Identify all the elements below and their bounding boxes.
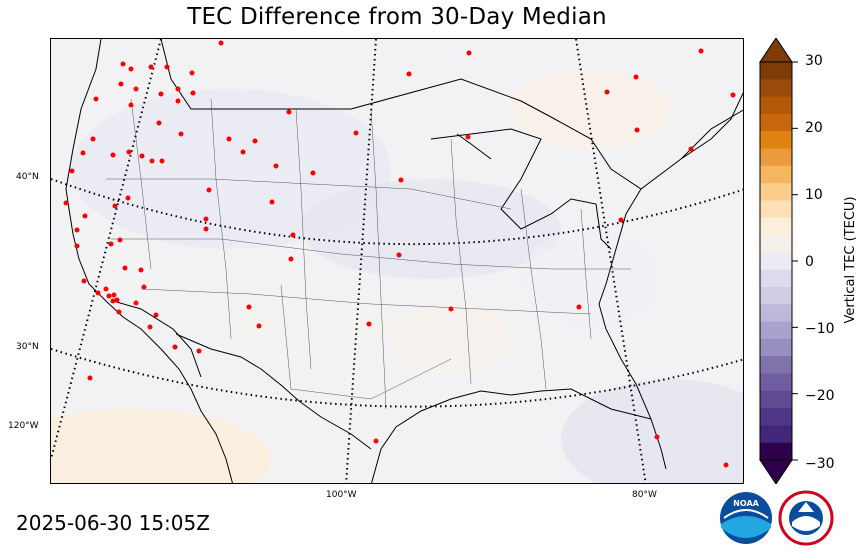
colorbar-band [760,148,792,167]
state-borders [106,98,631,410]
colorbar-bands [760,62,792,461]
colorbar-band [760,356,792,374]
colorbar-band [760,183,792,201]
lon-label-80w: 80°W [632,490,657,500]
colorbar-band [760,338,792,357]
nws-logo [778,490,834,546]
colorbar-tick-0: 0 [805,254,814,270]
colorbar-band [760,425,792,444]
graticule [51,39,743,483]
stations [63,40,736,468]
noaa-logo-text: NOAA [733,499,759,508]
colorbar-band [760,373,792,392]
timestamp: 2025-06-30 15:05Z [16,511,210,535]
colorbar-tick-30: 30 [805,53,823,69]
tec-shading [51,69,743,483]
colorbar-tick-20: 20 [805,120,823,136]
colorbar-band [760,131,792,150]
map-title: TEC Difference from 30-Day Median [187,4,607,30]
colorbar-band [760,113,792,132]
colorbar-band [760,390,792,409]
colorbar-ticks [792,61,798,461]
tec-map [50,38,744,484]
coastlines [65,39,743,483]
colorbar-band [760,62,792,80]
colorbar-bottom-extend [759,459,793,484]
colorbar-tick-10: 10 [805,187,823,203]
lat-label-40n: 40°N [16,172,39,182]
colorbar-tick-neg10: −10 [805,321,835,337]
colorbar-band [760,96,792,115]
colorbar-band [760,79,792,98]
colorbar-band [760,235,792,253]
noaa-logo: NOAA [720,492,772,544]
lon-label-100w: 100°W [326,490,357,500]
colorbar-band [760,304,792,323]
colorbar-tick-neg30: −30 [805,456,835,472]
colorbar-band [760,321,792,340]
colorbar-tick-neg20: −20 [805,388,835,404]
colorbar-top-extend [759,38,793,63]
map-canvas [51,39,743,483]
lat-label-30n: 30°N [16,342,39,352]
colorbar-band [760,269,792,288]
colorbar-band [760,200,792,219]
lon-label-120w: 120°W [8,421,39,431]
agency-logos: NOAA [720,490,834,546]
colorbar-band [760,408,792,426]
colorbar-band [760,442,792,461]
colorbar [759,38,798,484]
colorbar-band [760,252,792,271]
colorbar-label: Vertical TEC (TECU) [843,196,858,324]
colorbar-band [760,165,792,184]
colorbar-band [760,217,792,236]
colorbar-band [760,286,792,305]
